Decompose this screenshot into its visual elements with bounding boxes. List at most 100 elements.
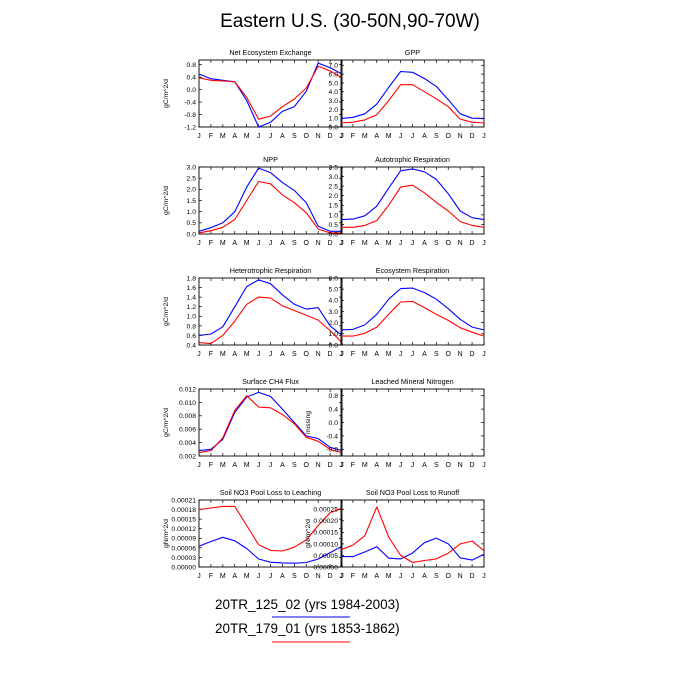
panel-ecosystem-respiration-ytick-label: 5.0: [329, 287, 339, 294]
panel-autotrophic-respiration-title: Autotrophic Respiration: [375, 155, 450, 164]
legend-label-series-2: 20TR_179_01 (yrs 1853-1862): [215, 621, 400, 636]
panel-soil-no3-pool-loss-to-leaching-xtick-label: J: [257, 573, 261, 580]
panel-npp-xtick-label: A: [280, 240, 285, 247]
panel-gpp-title: GPP: [405, 48, 420, 57]
panel-autotrophic-respiration: Autotrophic Respiration 0.0 0.5 1.0 1.5 2.0 2.…: [329, 155, 486, 247]
panel-leached-mineral-nitrogen-xtick-label: J: [399, 462, 403, 469]
panel-autotrophic-respiration-ytick-label: 0.0: [329, 231, 339, 238]
panel-soil-no3-pool-loss-to-leaching-xtick-label: M: [244, 573, 250, 580]
panel-heterotrophic-respiration-ytick-label: 1.8: [187, 275, 197, 282]
panel-autotrophic-respiration-xtick-label: A: [374, 240, 379, 247]
panel-gpp-series-1-line: [340, 70, 485, 120]
panel-gpp-xtick-label: J: [399, 133, 403, 140]
panel-npp-xtick-label: O: [304, 240, 310, 247]
panel-npp-ylabel: gC/m^2/d: [163, 186, 170, 215]
panel-soil-no3-pool-loss-to-runoff-xtick-label: F: [351, 573, 355, 580]
panel-npp-xtick-label: J: [269, 240, 273, 247]
panel-gpp-ytick-label: 7.0: [329, 63, 339, 70]
panel-surface-ch4-flux-series-2-line: [198, 395, 343, 454]
panel-gpp-ytick-label: 0.0: [329, 124, 339, 131]
panel-leached-mineral-nitrogen-xtick-label: F: [351, 462, 355, 469]
panel-soil-no3-pool-loss-to-runoff-title: Soil NO3 Pool Loss to Runoff: [366, 488, 459, 497]
panel-leached-mineral-nitrogen-xtick-label: N: [458, 462, 463, 469]
panel-soil-no3-pool-loss-to-leaching-xtick-label: J: [269, 573, 273, 580]
panel-surface-ch4-flux-xtick-label: J: [340, 462, 344, 469]
panel-leached-mineral-nitrogen: Leached Mineral Nitrogen -0.8 -0.4 0.0 0.4 0.…: [305, 377, 486, 469]
panel-net-ecosystem-exchange-ylabel: gC/m^2/d: [163, 79, 170, 108]
panel-autotrophic-respiration-ytick-label: 1.5: [329, 203, 339, 210]
panel-autotrophic-respiration-xtick-label: J: [411, 240, 415, 247]
panel-net-ecosystem-exchange-ytick-label: -1.2: [184, 124, 196, 131]
panel-gpp-ytick-label: 3.0: [329, 98, 339, 105]
panel-soil-no3-pool-loss-to-runoff-ytick-label: 0.00010: [313, 541, 338, 548]
panel-surface-ch4-flux-series-1-line: [198, 391, 343, 452]
panel-npp-xtick-label: J: [340, 240, 344, 247]
panel-ecosystem-respiration-xtick-label: N: [458, 351, 463, 358]
panel-surface-ch4-flux-ytick-label: 0.008: [179, 413, 196, 420]
panel-ecosystem-respiration-xtick-label: D: [470, 351, 475, 358]
panel-leached-mineral-nitrogen-ytick-label: -0.8: [326, 447, 338, 454]
panel-npp-xtick-label: J: [197, 240, 201, 247]
panel-net-ecosystem-exchange-ytick-label: 0.0: [187, 87, 197, 94]
panel-npp-title: NPP: [263, 155, 278, 164]
panel-ecosystem-respiration-xtick-label: M: [386, 351, 392, 358]
panel-autotrophic-respiration-xtick-label: O: [446, 240, 452, 247]
panel-ecosystem-respiration-xtick-label: O: [446, 351, 452, 358]
panel-npp-series-1-line: [198, 167, 342, 232]
panel-surface-ch4-flux-title: Surface CH4 Flux: [242, 377, 299, 386]
panel-net-ecosystem-exchange-title: Net Ecosystem Exchange: [229, 48, 311, 57]
panel-surface-ch4-flux-xtick-label: D: [328, 462, 333, 469]
panel-ecosystem-respiration-ytick-label: 2.0: [329, 320, 339, 327]
panel-soil-no3-pool-loss-to-runoff-xtick-label: D: [470, 573, 475, 580]
panel-net-ecosystem-exchange-series-2-line: [198, 65, 343, 120]
panel-surface-ch4-flux-frame: [198, 388, 343, 457]
panel-leached-mineral-nitrogen-title: Leached Mineral Nitrogen: [371, 377, 453, 386]
panel-gpp-xtick-label: M: [386, 133, 392, 140]
panel-surface-ch4-flux-xtick-label: O: [304, 462, 310, 469]
panel-npp-ytick-label: 0.0: [187, 231, 197, 238]
panel-net-ecosystem-exchange-xtick-label: M: [220, 133, 226, 140]
panel-surface-ch4-flux-xtick-label: J: [269, 462, 273, 469]
panel-autotrophic-respiration-xtick-label: F: [351, 240, 355, 247]
panel-soil-no3-pool-loss-to-runoff-ytick-label: 0.00020: [313, 518, 338, 525]
panel-heterotrophic-respiration: Heterotrophic Respiration 0.4 0.6 0.8 1.0 1.2…: [163, 266, 344, 358]
panel-net-ecosystem-exchange-xtick-label: J: [269, 133, 273, 140]
panel-soil-no3-pool-loss-to-runoff-xtick-label: J: [339, 573, 343, 580]
panel-ecosystem-respiration-series-2-line: [341, 300, 485, 337]
panel-soil-no3-pool-loss-to-leaching-xtick-label: A: [232, 573, 237, 580]
chart-panels: Net Ecosystem Exchange -1.2 -0.8 -0.4 0.0 0.4…: [163, 48, 486, 580]
panel-net-ecosystem-exchange-ytick-label: 0.4: [187, 75, 197, 82]
panel-autotrophic-respiration-ytick-label: 2.0: [329, 193, 339, 200]
panel-ecosystem-respiration-series-1-line: [340, 287, 485, 331]
panel-net-ecosystem-exchange-xtick-label: J: [257, 133, 261, 140]
panel-heterotrophic-respiration-ytick-label: 1.6: [187, 285, 197, 292]
panel-heterotrophic-respiration-xtick-label: J: [269, 351, 273, 358]
panel-autotrophic-respiration-frame: [340, 166, 485, 235]
panel-npp-series-2-line: [198, 180, 342, 234]
panel-heterotrophic-respiration-ytick-label: 1.4: [187, 295, 197, 302]
panel-autotrophic-respiration-xtick-label: J: [482, 240, 486, 247]
panel-autotrophic-respiration-xtick-label: N: [458, 240, 463, 247]
panel-gpp-ytick-label: 2.0: [329, 107, 339, 114]
panel-gpp-ytick-label: 6.0: [329, 72, 339, 79]
panel-gpp-xtick-label: D: [470, 133, 475, 140]
panel-soil-no3-pool-loss-to-leaching-title: Soil NO3 Pool Loss to Leaching: [220, 488, 322, 497]
panel-npp-xtick-label: M: [244, 240, 250, 247]
panel-ecosystem-respiration-xtick-label: S: [434, 351, 439, 358]
panel-heterotrophic-respiration-xtick-label: O: [304, 351, 310, 358]
panel-surface-ch4-flux-xtick-label: S: [292, 462, 297, 469]
panel-gpp-xtick-label: S: [434, 133, 439, 140]
panel-autotrophic-respiration-ytick-label: 3.0: [329, 174, 339, 181]
panel-soil-no3-pool-loss-to-runoff-xtick-label: O: [446, 573, 452, 580]
panel-heterotrophic-respiration-series-2-line: [198, 296, 343, 345]
panel-heterotrophic-respiration-ytick-label: 1.2: [187, 304, 197, 311]
panel-heterotrophic-respiration-xtick-label: F: [209, 351, 213, 358]
panel-gpp-xtick-label: N: [458, 133, 463, 140]
panel-soil-no3-pool-loss-to-leaching-ytick-label: 0.00003: [171, 555, 196, 562]
panel-heterotrophic-respiration-xtick-label: N: [316, 351, 321, 358]
panel-soil-no3-pool-loss-to-runoff: Soil NO3 Pool Loss to Runoff 0.00000 0.000…: [305, 488, 486, 580]
panel-gpp-xtick-label: O: [446, 133, 452, 140]
panel-autotrophic-respiration-ytick-label: 0.5: [329, 222, 339, 229]
